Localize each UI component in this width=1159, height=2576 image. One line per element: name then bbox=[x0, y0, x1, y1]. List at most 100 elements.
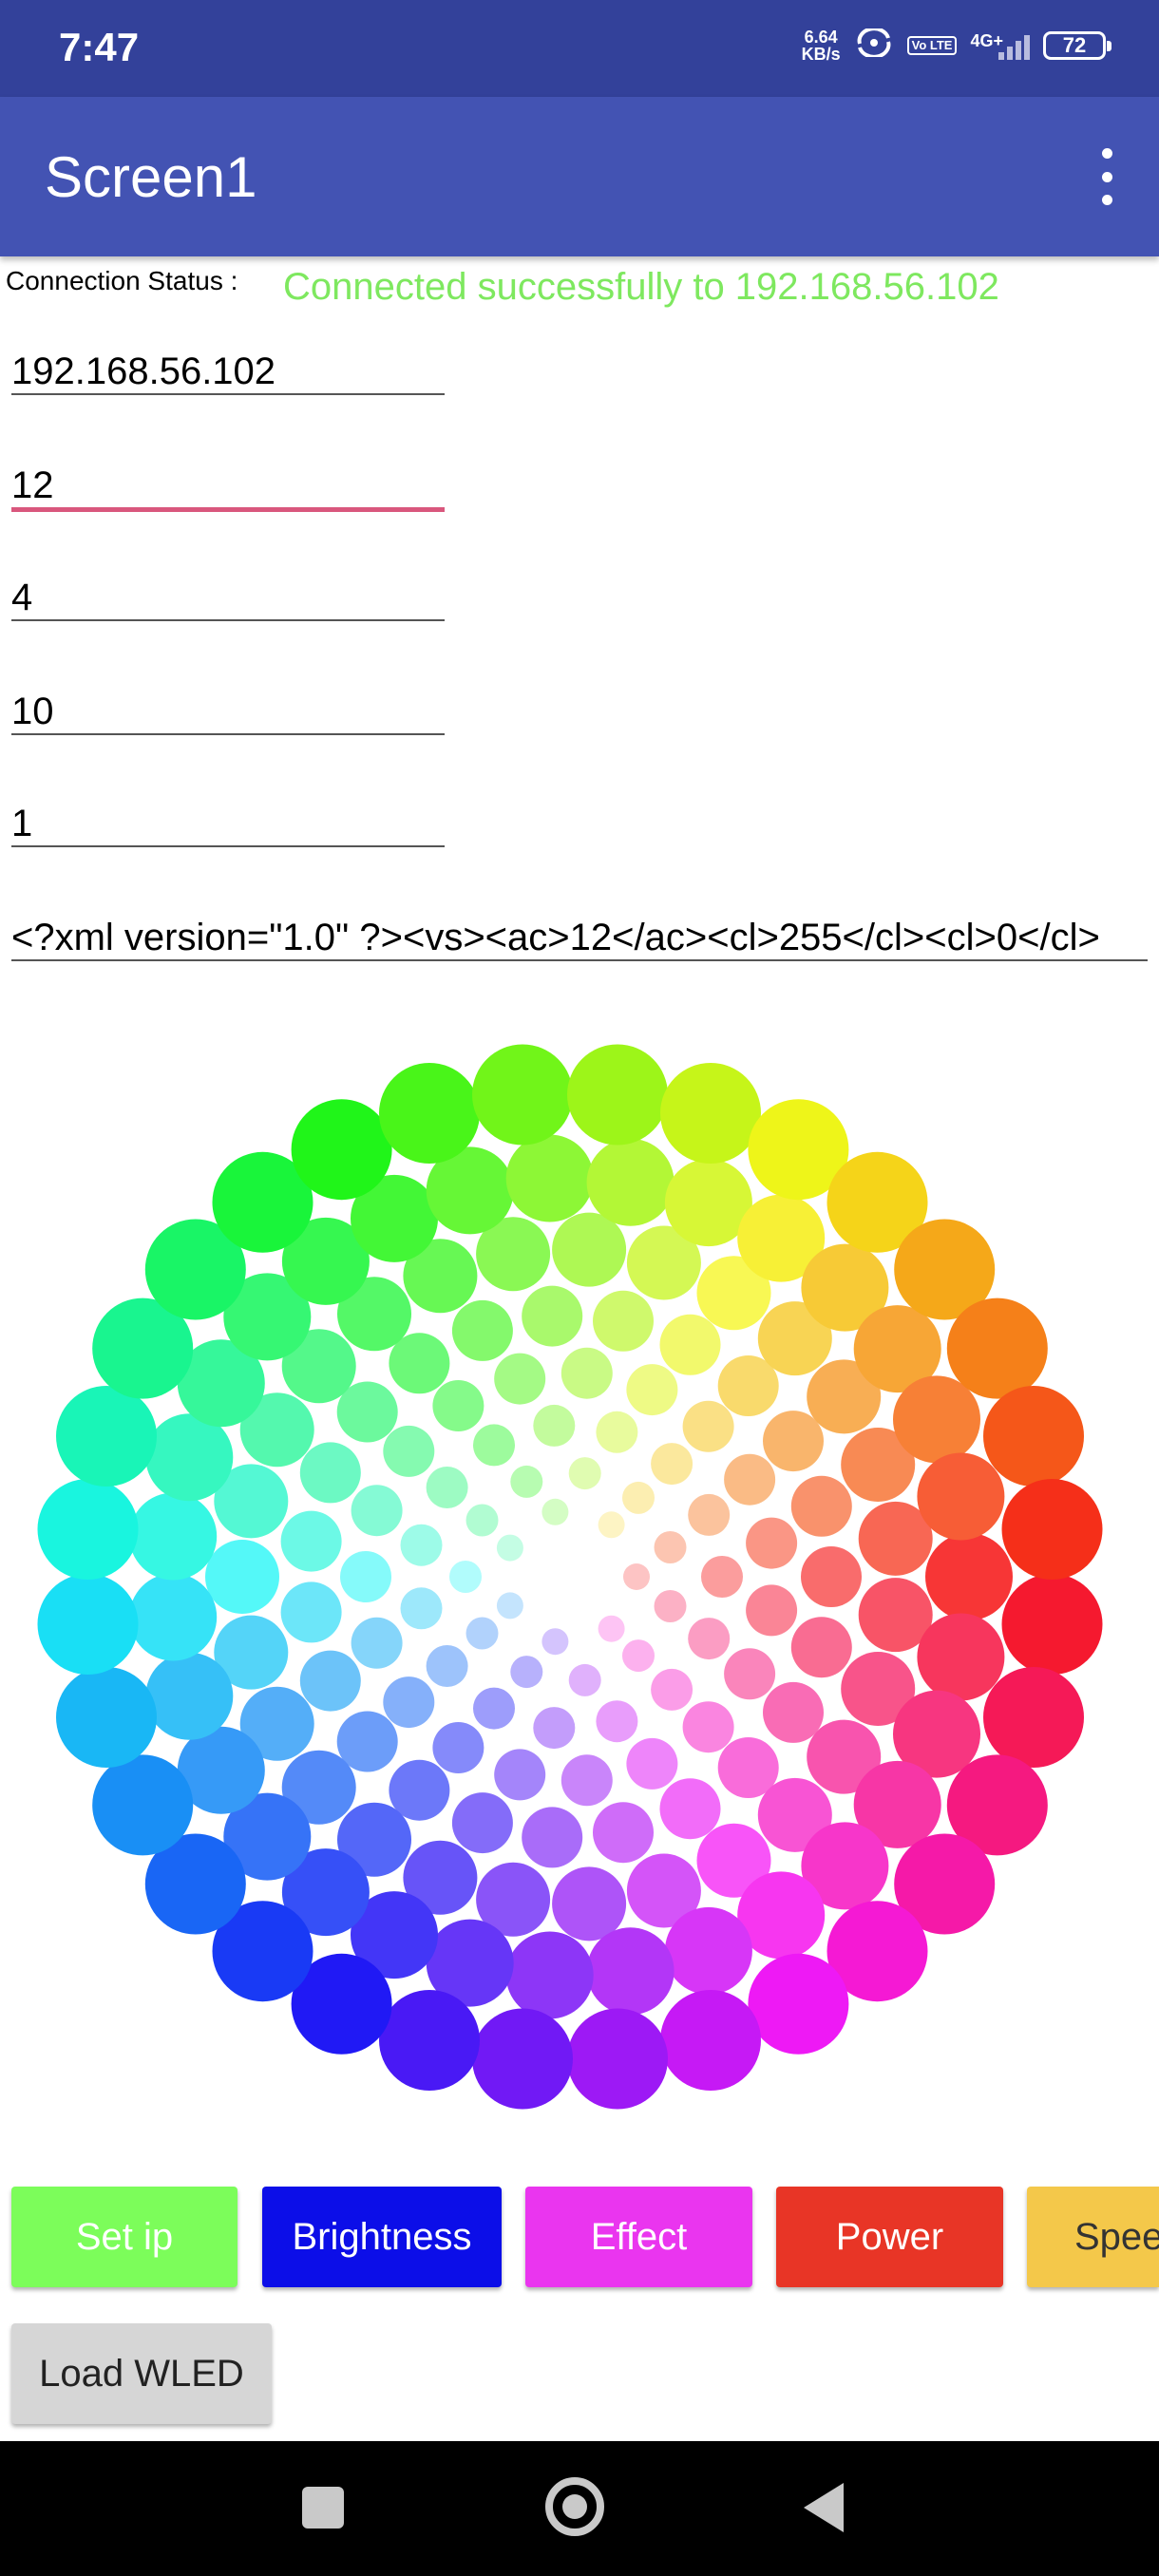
color-swatch[interactable] bbox=[682, 1701, 734, 1753]
color-swatch[interactable] bbox=[586, 1927, 674, 2016]
color-swatch[interactable] bbox=[917, 1452, 1005, 1541]
color-swatch[interactable] bbox=[748, 1953, 849, 2055]
color-swatch[interactable] bbox=[129, 1492, 218, 1581]
color-swatch[interactable] bbox=[144, 1219, 246, 1320]
color-swatch[interactable] bbox=[1001, 1479, 1103, 1580]
color-swatch[interactable] bbox=[737, 1194, 826, 1282]
color-swatch[interactable] bbox=[473, 1687, 515, 1730]
color-swatch[interactable] bbox=[432, 1380, 484, 1431]
color-swatch[interactable] bbox=[212, 1151, 314, 1253]
color-swatch[interactable] bbox=[894, 1219, 996, 1320]
color-swatch[interactable] bbox=[626, 1225, 701, 1300]
color-swatch[interactable] bbox=[299, 1650, 361, 1712]
color-swatch[interactable] bbox=[552, 1866, 627, 1941]
color-swatch[interactable] bbox=[542, 1628, 569, 1656]
color-swatch[interactable] bbox=[145, 1413, 234, 1502]
color-swatch[interactable] bbox=[473, 1424, 515, 1467]
color-swatch[interactable] bbox=[552, 1212, 627, 1287]
color-swatch[interactable] bbox=[389, 1759, 450, 1821]
color-swatch[interactable] bbox=[568, 1457, 601, 1490]
color-swatch[interactable] bbox=[281, 1329, 356, 1404]
color-swatch[interactable] bbox=[510, 1656, 543, 1689]
color-swatch[interactable] bbox=[522, 1807, 583, 1868]
color-swatch[interactable] bbox=[858, 1578, 933, 1653]
color-swatch[interactable] bbox=[763, 1681, 824, 1743]
color-swatch[interactable] bbox=[651, 1668, 694, 1711]
brightness-button[interactable]: Brightness bbox=[262, 2187, 502, 2287]
color-swatch[interactable] bbox=[379, 1063, 480, 1164]
color-swatch[interactable] bbox=[476, 1862, 551, 1937]
color-swatch[interactable] bbox=[145, 1652, 234, 1740]
color-swatch[interactable] bbox=[946, 1754, 1048, 1856]
color-swatch[interactable] bbox=[826, 1901, 928, 2002]
color-swatch[interactable] bbox=[853, 1305, 941, 1393]
color-swatch[interactable] bbox=[56, 1667, 157, 1768]
color-swatch[interactable] bbox=[894, 1833, 996, 1935]
color-swatch[interactable] bbox=[281, 1848, 370, 1937]
color-swatch[interactable] bbox=[946, 1297, 1048, 1399]
color-swatch[interactable] bbox=[568, 1663, 601, 1696]
color-swatch[interactable] bbox=[598, 1511, 625, 1539]
color-swatch[interactable] bbox=[223, 1273, 312, 1361]
load-wled-button[interactable]: Load WLED bbox=[11, 2323, 272, 2424]
color-swatch[interactable] bbox=[400, 1524, 443, 1566]
color-swatch[interactable] bbox=[522, 1285, 583, 1347]
color-swatch[interactable] bbox=[893, 1690, 980, 1778]
color-swatch[interactable] bbox=[533, 1404, 576, 1447]
color-swatch[interactable] bbox=[449, 1561, 482, 1593]
color-swatch[interactable] bbox=[626, 1737, 678, 1790]
color-swatch[interactable] bbox=[351, 1485, 403, 1537]
color-swatch[interactable] bbox=[596, 1700, 638, 1743]
color-swatch[interactable] bbox=[654, 1590, 687, 1622]
color-swatch[interactable] bbox=[337, 1802, 411, 1877]
color-swatch[interactable] bbox=[214, 1464, 289, 1539]
color-swatch[interactable] bbox=[790, 1617, 852, 1678]
color-swatch[interactable] bbox=[696, 1823, 771, 1898]
color-swatch[interactable] bbox=[37, 1479, 139, 1580]
color-swatch[interactable] bbox=[205, 1540, 279, 1614]
color-swatch[interactable] bbox=[400, 1587, 443, 1630]
color-swatch[interactable] bbox=[807, 1719, 882, 1794]
color-swatch[interactable] bbox=[177, 1339, 265, 1428]
color-swatch[interactable] bbox=[466, 1504, 499, 1537]
color-swatch[interactable] bbox=[593, 1290, 654, 1352]
color-swatch[interactable] bbox=[426, 1919, 514, 2007]
set-ip-button[interactable]: Set ip bbox=[11, 2187, 238, 2287]
color-swatch[interactable] bbox=[701, 1556, 743, 1598]
color-swatch[interactable] bbox=[505, 1134, 594, 1222]
color-swatch[interactable] bbox=[403, 1840, 478, 1915]
color-swatch[interactable] bbox=[717, 1355, 779, 1416]
color-swatch[interactable] bbox=[432, 1722, 484, 1773]
speed-button[interactable]: Spee bbox=[1027, 2187, 1159, 2287]
color-swatch[interactable] bbox=[853, 1760, 941, 1848]
color-swatch[interactable] bbox=[239, 1686, 314, 1761]
ip-address-field[interactable]: 192.168.56.102 bbox=[11, 350, 445, 395]
color-swatch[interactable] bbox=[651, 1443, 694, 1486]
xml-response-field[interactable]: <?xml version="1.0" ?><vs><ac>12</ac><cl… bbox=[11, 916, 1148, 961]
color-swatch[interactable] bbox=[403, 1239, 478, 1314]
color-swatch[interactable] bbox=[682, 1400, 734, 1452]
color-swatch[interactable] bbox=[351, 1174, 438, 1262]
color-swatch[interactable] bbox=[660, 1990, 761, 2091]
color-swatch[interactable] bbox=[717, 1737, 779, 1798]
color-swatch[interactable] bbox=[757, 1777, 832, 1852]
color-wheel[interactable] bbox=[0, 1007, 1159, 2147]
color-swatch[interactable] bbox=[505, 1931, 594, 2019]
color-swatch[interactable] bbox=[560, 1754, 613, 1807]
color-swatch[interactable] bbox=[510, 1465, 543, 1498]
color-swatch[interactable] bbox=[496, 1534, 523, 1562]
color-swatch[interactable] bbox=[212, 1901, 314, 2002]
color-swatch[interactable] bbox=[688, 1493, 731, 1536]
color-swatch[interactable] bbox=[129, 1573, 218, 1661]
color-swatch[interactable] bbox=[593, 1802, 654, 1864]
color-swatch[interactable] bbox=[737, 1871, 826, 1960]
color-swatch[interactable] bbox=[724, 1648, 776, 1700]
color-swatch[interactable] bbox=[476, 1217, 551, 1292]
color-swatch[interactable] bbox=[472, 1044, 573, 1146]
color-swatch[interactable] bbox=[144, 1833, 246, 1935]
color-swatch[interactable] bbox=[983, 1667, 1084, 1768]
color-swatch[interactable] bbox=[623, 1563, 650, 1590]
color-swatch[interactable] bbox=[239, 1392, 314, 1468]
color-swatch[interactable] bbox=[383, 1425, 435, 1477]
color-swatch[interactable] bbox=[426, 1645, 468, 1687]
